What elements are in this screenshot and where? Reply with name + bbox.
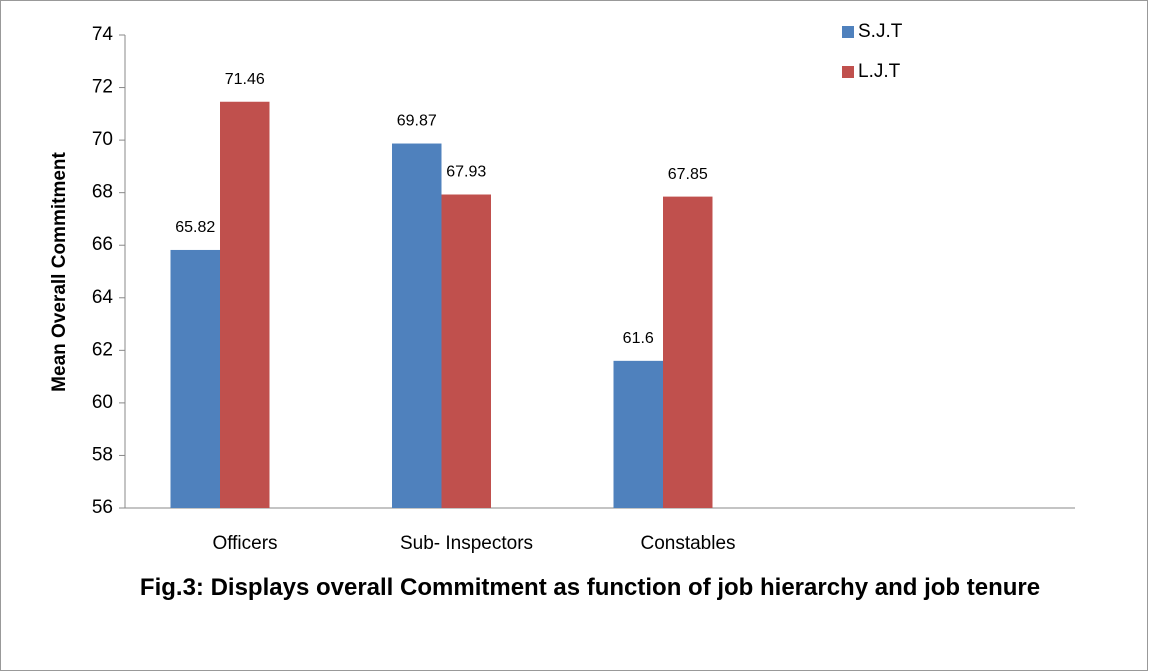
data-label: 71.46 — [225, 71, 265, 88]
bar — [441, 194, 491, 508]
x-tick-label: Constables — [640, 533, 735, 554]
y-tick-label: 60 — [92, 392, 113, 413]
bar — [392, 143, 442, 508]
y-axis-label: Mean Overall Commitment — [49, 151, 70, 391]
bar — [170, 249, 220, 509]
data-label: 61.6 — [623, 330, 654, 347]
y-tick-label: 56 — [92, 497, 113, 518]
data-label: 67.93 — [446, 164, 486, 181]
y-tick-label: 62 — [92, 339, 113, 360]
data-label: 67.85 — [668, 166, 708, 183]
bar — [613, 360, 663, 508]
y-tick-label: 70 — [92, 129, 113, 150]
x-tick-label: Officers — [212, 533, 277, 554]
y-tick-label: 74 — [92, 24, 114, 45]
bar — [220, 101, 270, 509]
legend-swatch — [842, 66, 854, 78]
y-tick-label: 66 — [92, 234, 113, 255]
legend-swatch — [842, 26, 854, 38]
data-label: 65.82 — [175, 219, 215, 236]
chart-title: Fig.3: Displays overall Commitment as fu… — [139, 574, 1041, 601]
legend-label: S.J.T — [858, 21, 903, 42]
legend-label: L.J.T — [858, 61, 901, 82]
y-tick-label: 64 — [92, 287, 114, 308]
y-tick-label: 58 — [92, 444, 113, 465]
x-tick-label: Sub- Inspectors — [400, 533, 533, 554]
bar — [663, 196, 713, 508]
y-tick-label: 68 — [92, 182, 113, 203]
y-tick-label: 72 — [92, 77, 113, 98]
data-label: 69.87 — [397, 113, 437, 130]
